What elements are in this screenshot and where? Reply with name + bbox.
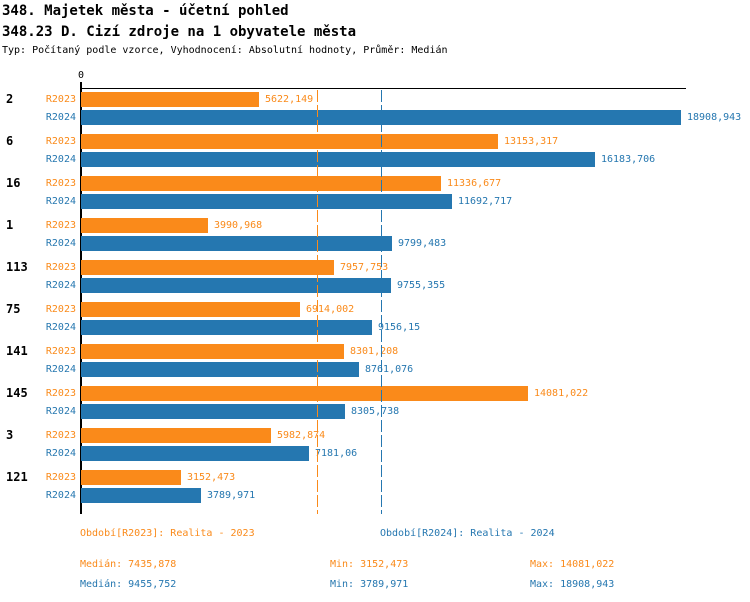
legend-r2024: Období[R2024]: Realita - 2024: [380, 528, 555, 539]
bar-value-r2024-121: 3789,971: [207, 490, 256, 501]
series-label-r2023-113: R2023: [45, 262, 76, 273]
bar-value-r2024-141: 8761,076: [365, 364, 414, 375]
stat-max-r2023: Max: 14081,022: [530, 559, 615, 570]
bar-r2024-3: [81, 446, 309, 461]
series-label-r2024-75: R2024: [45, 322, 76, 333]
category-label-16: 16: [6, 176, 21, 190]
bar-r2023-75: [81, 302, 300, 317]
bar-value-r2024-3: 7181,06: [315, 448, 358, 459]
axis-baseline: [80, 82, 82, 514]
bar-r2024-145: [81, 404, 345, 419]
bar-value-r2023-121: 3152,473: [187, 472, 236, 483]
stat-median-r2023: Medián: 7435,878: [80, 559, 177, 570]
axis-top-line: [81, 88, 686, 89]
bar-r2024-6: [81, 152, 595, 167]
category-label-3: 3: [6, 428, 14, 442]
bar-value-r2023-145: 14081,022: [534, 388, 589, 399]
page-title: 348. Majetek města - účetní pohled: [2, 3, 289, 19]
series-label-r2024-16: R2024: [45, 196, 76, 207]
bar-r2024-75: [81, 320, 372, 335]
series-label-r2024-2: R2024: [45, 112, 76, 123]
category-label-141: 141: [6, 344, 28, 358]
category-label-75: 75: [6, 302, 21, 316]
bar-value-r2023-1: 3990,968: [214, 220, 263, 231]
axis-origin-label: 0: [77, 70, 85, 81]
bar-value-r2023-2: 5622,149: [265, 94, 314, 105]
category-label-113: 113: [6, 260, 28, 274]
bar-value-r2023-6: 13153,317: [504, 136, 559, 147]
chart-meta-line: Typ: Počítaný podle vzorce, Vyhodnocení:…: [2, 45, 448, 56]
series-label-r2023-141: R2023: [45, 346, 76, 357]
stat-max-r2024: Max: 18908,943: [530, 579, 615, 590]
series-label-r2024-145: R2024: [45, 406, 76, 417]
series-label-r2023-1: R2023: [45, 220, 76, 231]
bar-r2023-1: [81, 218, 208, 233]
bar-r2023-121: [81, 470, 181, 485]
series-label-r2024-3: R2024: [45, 448, 76, 459]
category-label-121: 121: [6, 470, 28, 484]
series-label-r2024-6: R2024: [45, 154, 76, 165]
bar-r2023-141: [81, 344, 344, 359]
series-label-r2023-75: R2023: [45, 304, 76, 315]
bar-value-r2023-16: 11336,677: [447, 178, 502, 189]
series-label-r2023-6: R2023: [45, 136, 76, 147]
bar-value-r2023-141: 8301,208: [350, 346, 399, 357]
bar-value-r2024-6: 16183,706: [601, 154, 656, 165]
series-label-r2024-1: R2024: [45, 238, 76, 249]
series-label-r2024-113: R2024: [45, 280, 76, 291]
category-label-6: 6: [6, 134, 14, 148]
bar-r2023-16: [81, 176, 441, 191]
series-label-r2024-121: R2024: [45, 490, 76, 501]
bar-value-r2024-16: 11692,717: [458, 196, 513, 207]
bar-r2023-145: [81, 386, 528, 401]
stat-min-r2024: Min: 3789,971: [330, 579, 409, 590]
stat-min-r2023: Min: 3152,473: [330, 559, 409, 570]
bar-r2024-141: [81, 362, 359, 377]
series-label-r2023-2: R2023: [45, 94, 76, 105]
category-label-1: 1: [6, 218, 14, 232]
category-label-145: 145: [6, 386, 28, 400]
bar-value-r2024-1: 9799,483: [398, 238, 447, 249]
bar-r2023-113: [81, 260, 334, 275]
series-label-r2023-121: R2023: [45, 472, 76, 483]
bar-value-r2023-113: 7957,753: [340, 262, 389, 273]
bar-value-r2024-145: 8305,738: [351, 406, 400, 417]
bar-value-r2024-113: 9755,355: [397, 280, 446, 291]
bar-value-r2024-75: 9156,15: [378, 322, 421, 333]
bar-r2024-1: [81, 236, 392, 251]
bar-r2024-16: [81, 194, 452, 209]
bar-value-r2023-75: 6914,002: [306, 304, 355, 315]
series-label-r2023-3: R2023: [45, 430, 76, 441]
stat-median-r2024: Medián: 9455,752: [80, 579, 177, 590]
reference-line-median-r2024: [381, 90, 382, 514]
bar-value-r2023-3: 5982,874: [277, 430, 326, 441]
bar-r2023-2: [81, 92, 259, 107]
legend-r2023: Období[R2023]: Realita - 2023: [80, 528, 255, 539]
series-label-r2023-16: R2023: [45, 178, 76, 189]
category-label-2: 2: [6, 92, 14, 106]
reference-line-median-r2023: [317, 90, 318, 514]
bar-r2023-6: [81, 134, 498, 149]
series-label-r2024-141: R2024: [45, 364, 76, 375]
bar-r2023-3: [81, 428, 271, 443]
bar-r2024-113: [81, 278, 391, 293]
bar-value-r2024-2: 18908,943: [687, 112, 742, 123]
bar-r2024-121: [81, 488, 201, 503]
series-label-r2023-145: R2023: [45, 388, 76, 399]
chart-subtitle: 348.23 D. Cizí zdroje na 1 obyvatele měs…: [2, 24, 357, 40]
